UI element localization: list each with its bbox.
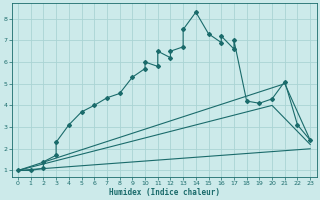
X-axis label: Humidex (Indice chaleur): Humidex (Indice chaleur) xyxy=(108,188,220,197)
